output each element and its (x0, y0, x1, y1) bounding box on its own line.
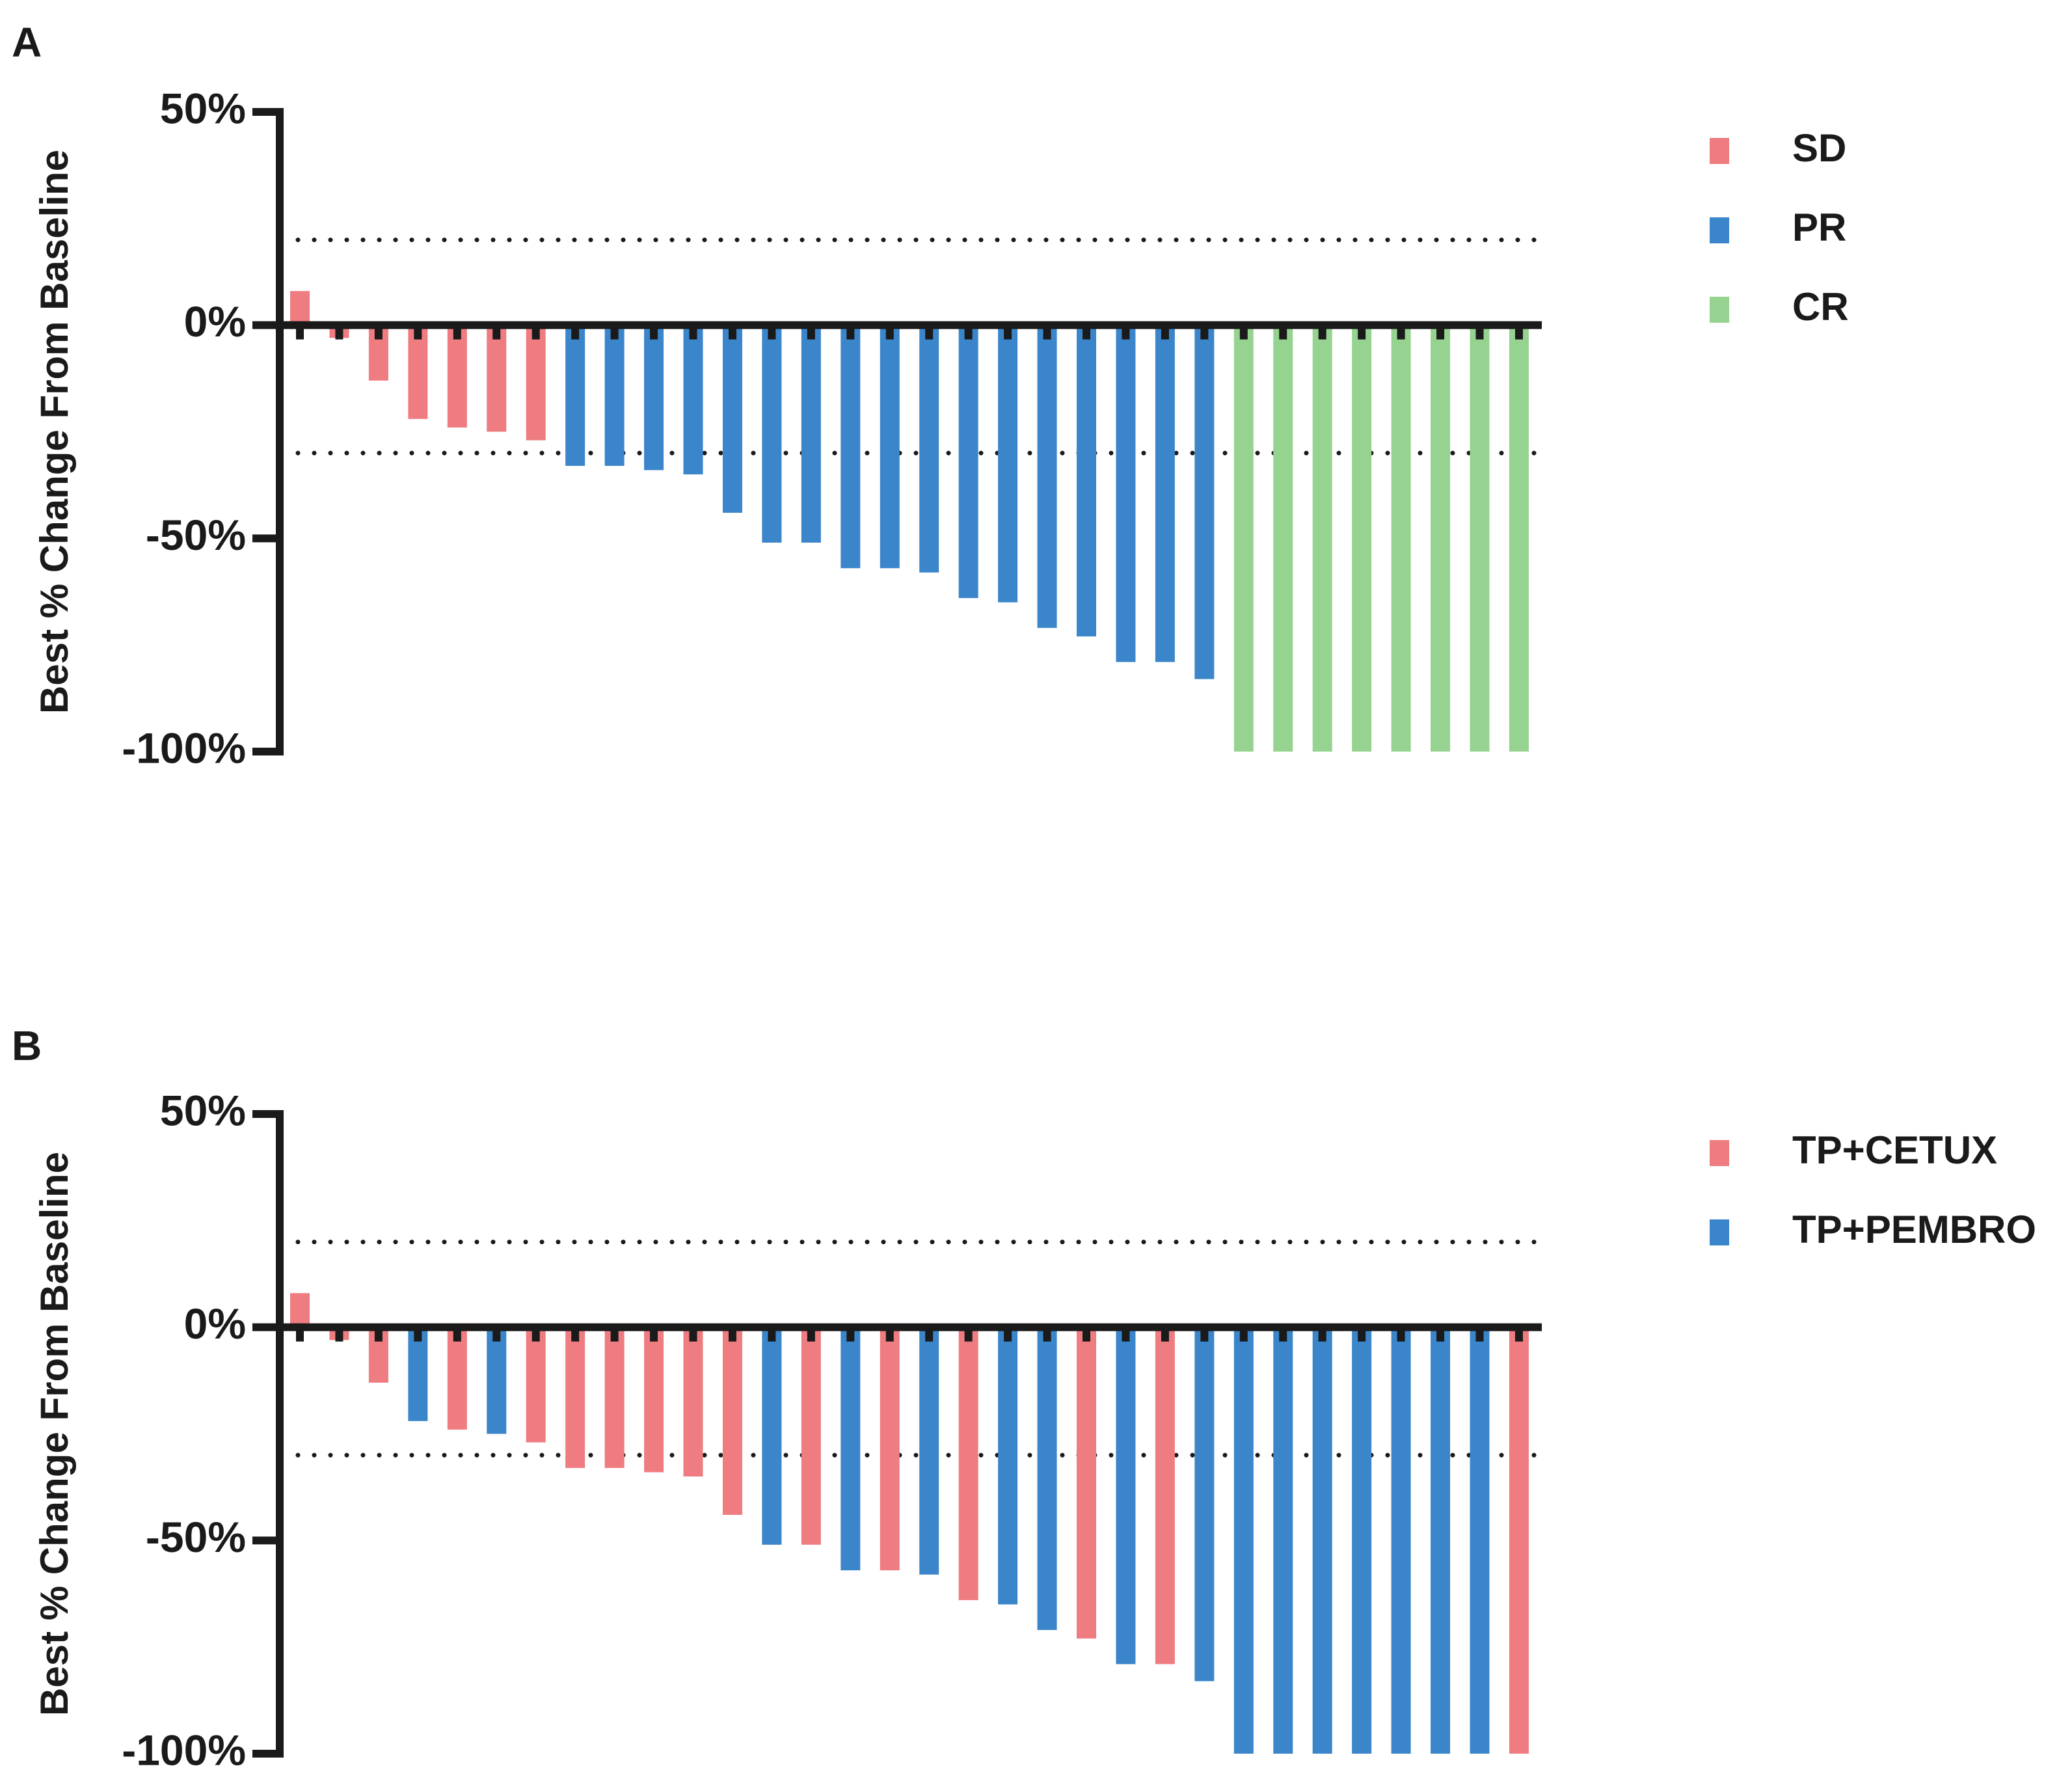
legend-label: TP+CETUX (1792, 1128, 1997, 1172)
bar-7 (526, 1327, 546, 1443)
bar-30 (1431, 1327, 1451, 1754)
bar-22 (1116, 1327, 1136, 1665)
bar-26 (1273, 325, 1293, 752)
chart-panel-b: B Best % Change From Baseline 50% 0% -50% -10… (12, 1022, 2036, 1774)
bar-5 (447, 325, 467, 428)
legend-swatch-sd (1710, 138, 1729, 164)
y-tick-label: -100% (122, 724, 246, 772)
bar-11 (683, 1327, 703, 1477)
bar-16 (880, 325, 900, 569)
bar-18 (958, 325, 978, 599)
legend-label: CR (1792, 285, 1849, 329)
y-tick-label: 0% (184, 297, 246, 346)
bar-28 (1352, 1327, 1372, 1754)
bar-21 (1077, 325, 1096, 637)
bar-32 (1509, 1327, 1529, 1754)
bar-27 (1312, 1327, 1332, 1754)
legend-label: SD (1792, 126, 1846, 170)
bar-1 (290, 1293, 310, 1327)
bar-15 (841, 325, 861, 569)
legend-swatch-pr (1710, 217, 1729, 243)
bar-17 (919, 325, 939, 573)
bar-20 (1037, 325, 1057, 628)
bar-6 (487, 325, 507, 432)
bar-7 (526, 325, 546, 441)
bar-14 (801, 325, 821, 543)
bar-23 (1155, 1327, 1175, 1665)
bar-26 (1273, 1327, 1293, 1754)
bar-19 (998, 325, 1018, 603)
y-axis-title: Best % Change From Baseline (33, 150, 76, 714)
bar-24 (1194, 1327, 1215, 1681)
bar-32 (1509, 325, 1529, 752)
bar-9 (604, 325, 625, 466)
bar-1 (290, 291, 310, 325)
bar-30 (1431, 325, 1451, 752)
legend-label: PR (1792, 206, 1846, 249)
bar-25 (1233, 325, 1254, 752)
bar-10 (644, 1327, 664, 1473)
bar-12 (722, 1327, 742, 1516)
bar-20 (1037, 1327, 1057, 1630)
bar-4 (408, 325, 428, 419)
bar-24 (1194, 325, 1215, 679)
y-tick-label: -50% (146, 511, 246, 559)
chart-panel-a: A Best % Change From Baseline 50% 0% -50% -10… (12, 19, 1849, 772)
panel-label: A (12, 19, 42, 66)
legend-swatch-tp-pembro (1710, 1219, 1729, 1245)
bar-11 (683, 325, 703, 475)
bar-28 (1352, 325, 1372, 752)
bar-5 (447, 1327, 467, 1430)
bar-27 (1312, 325, 1332, 752)
panel-label: B (12, 1022, 42, 1069)
bar-19 (998, 1327, 1018, 1605)
y-tick-label: 0% (184, 1299, 246, 1348)
bar-23 (1155, 325, 1175, 662)
legend-swatch-tp-cetux (1710, 1140, 1729, 1166)
bar-13 (762, 1327, 782, 1545)
bar-31 (1470, 1327, 1490, 1754)
bar-16 (880, 1327, 900, 1571)
bar-29 (1391, 1327, 1411, 1754)
y-axis-title: Best % Change From Baseline (33, 1152, 76, 1716)
bar-22 (1116, 325, 1136, 662)
bar-18 (958, 1327, 978, 1601)
bar-17 (919, 1327, 939, 1575)
bar-8 (565, 1327, 585, 1468)
legend-swatch-cr (1710, 297, 1729, 323)
legend-label: TP+PEMBRO (1792, 1208, 2036, 1251)
y-tick-label: -100% (122, 1726, 246, 1774)
bar-10 (644, 325, 664, 470)
bar-9 (604, 1327, 625, 1468)
bar-14 (801, 1327, 821, 1545)
bar-12 (722, 325, 742, 513)
y-tick-label: 50% (160, 84, 246, 132)
bar-8 (565, 325, 585, 466)
bar-25 (1233, 1327, 1254, 1754)
bar-13 (762, 325, 782, 543)
bar-6 (487, 1327, 507, 1434)
bar-4 (408, 1327, 428, 1421)
y-tick-label: -50% (146, 1513, 246, 1561)
bar-29 (1391, 325, 1411, 752)
bar-21 (1077, 1327, 1096, 1639)
y-tick-label: 50% (160, 1086, 246, 1134)
bar-15 (841, 1327, 861, 1571)
bar-31 (1470, 325, 1490, 752)
